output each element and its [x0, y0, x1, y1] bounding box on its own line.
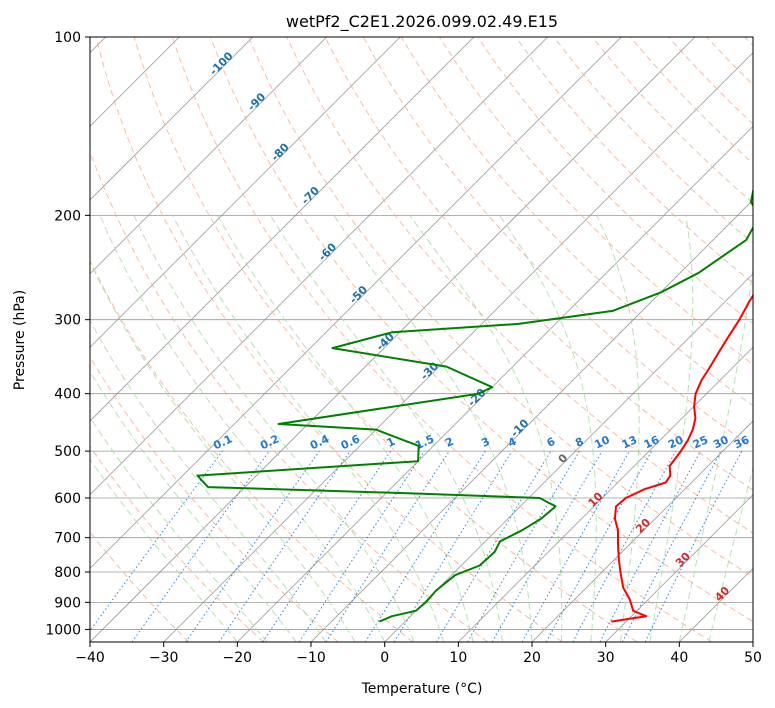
dewpoint-line	[196, 187, 753, 623]
mixing-ratio-label: 25	[691, 433, 710, 451]
moist-adiabat-line	[90, 319, 327, 642]
y-tick-label: 400	[54, 387, 81, 403]
mixing-ratio-line	[572, 450, 677, 642]
moist-adiabat-line	[596, 215, 640, 642]
temperature-line	[611, 293, 753, 623]
isotherm-line	[163, 52, 753, 642]
y-tick-label: 1000	[45, 622, 81, 638]
moist-adiabat-line	[90, 458, 238, 642]
mixing-ratio-line	[90, 450, 223, 632]
moist-adiabat-line	[90, 260, 356, 642]
y-tick-label: 100	[54, 30, 81, 46]
isotherm-line	[90, 37, 254, 201]
dry-adiabat-line	[210, 37, 753, 623]
y-tick-label: 800	[54, 565, 81, 581]
mixing-ratio-line	[218, 450, 351, 642]
mixing-ratio-label: 30	[711, 433, 731, 451]
mixing-ratio-line	[545, 450, 653, 642]
y-tick-label: 700	[54, 531, 81, 547]
sounding-series	[196, 187, 753, 623]
moist-adiabat-line	[172, 215, 445, 642]
dry-adiabat-line	[286, 37, 753, 534]
dry-adiabat-line	[248, 37, 753, 578]
dry-adiabat-line	[90, 259, 414, 642]
isotherm-line	[605, 494, 753, 642]
y-tick-label: 900	[54, 595, 81, 611]
mixing-ratio-line	[131, 450, 270, 642]
dry-adiabat-line	[90, 356, 339, 642]
isotherm-line	[90, 37, 327, 275]
mixing-ratio-label: 20	[666, 433, 686, 451]
y-tick-label: 200	[54, 208, 81, 224]
mixing-ratio-line	[393, 450, 513, 642]
moist-adiabat-line	[90, 370, 297, 642]
moist-adiabat-line	[217, 215, 474, 642]
x-axis-title: Temperature (°C)	[361, 681, 483, 697]
y-tick-label: 600	[54, 491, 81, 507]
isotherm-line	[384, 273, 753, 642]
moist-adiabat-line	[708, 466, 753, 642]
background-lines	[90, 37, 753, 642]
isotherm-line	[90, 37, 696, 642]
mixing-ratio-line	[298, 450, 425, 642]
moist-adiabat-line	[90, 416, 268, 642]
y-tick-label: 500	[54, 444, 81, 460]
x-tick-label: 0	[380, 650, 389, 666]
plot-frame	[89, 36, 754, 643]
mixing-ratio-label: 13	[620, 433, 639, 451]
dry-adiabat-line	[90, 445, 264, 642]
x-tick-label: 30	[597, 650, 615, 666]
moist-adiabat-line	[99, 215, 386, 642]
x-tick-label: −20	[223, 650, 253, 666]
axes: −40 −30 −20 −10 0 10 20 30 40 50 100 200 300 400 500 60…	[45, 30, 762, 666]
moist-adiabat-line	[649, 215, 694, 642]
x-tick-label: −10	[296, 650, 326, 666]
x-tick-label: −30	[149, 650, 179, 666]
mixing-ratio-label: 10	[593, 433, 613, 451]
x-tick-label: 20	[523, 650, 541, 666]
chart-title: wetPf2_C2E1.2026.099.02.49.E15	[286, 12, 558, 32]
dry-adiabat-line	[515, 37, 753, 284]
y-axis-title: Pressure (hPa)	[12, 290, 28, 390]
x-tick-label: −40	[75, 650, 105, 666]
isotherm-line	[90, 37, 475, 422]
isotherm-line	[90, 37, 401, 348]
x-tick-label: 50	[744, 650, 762, 666]
isotherm-line	[531, 420, 753, 642]
isotherm-line	[90, 37, 622, 569]
moist-adiabat-line	[678, 265, 753, 642]
x-tick-label: 10	[449, 650, 467, 666]
mixing-ratio-label: 36	[732, 433, 752, 451]
moist-adiabat-line	[333, 215, 533, 642]
x-tick-label: 40	[670, 650, 688, 666]
mixing-ratio-line	[521, 450, 630, 642]
y-tick-label: 300	[54, 313, 81, 329]
mixing-ratio-label: 16	[642, 433, 662, 451]
moist-adiabat-line	[133, 215, 415, 642]
mixing-ratio-line	[325, 450, 450, 642]
dry-adiabat-line	[95, 37, 563, 642]
mixing-ratio-line	[644, 450, 743, 642]
mixing-ratio-line	[185, 450, 320, 642]
mixing-ratio-line	[262, 450, 392, 642]
dry-adiabat-line	[171, 37, 712, 642]
isotherm-line	[90, 37, 548, 496]
moist-adiabat-line	[409, 215, 563, 642]
isotherm-line	[237, 125, 753, 642]
dry-adiabat-line	[133, 37, 638, 642]
